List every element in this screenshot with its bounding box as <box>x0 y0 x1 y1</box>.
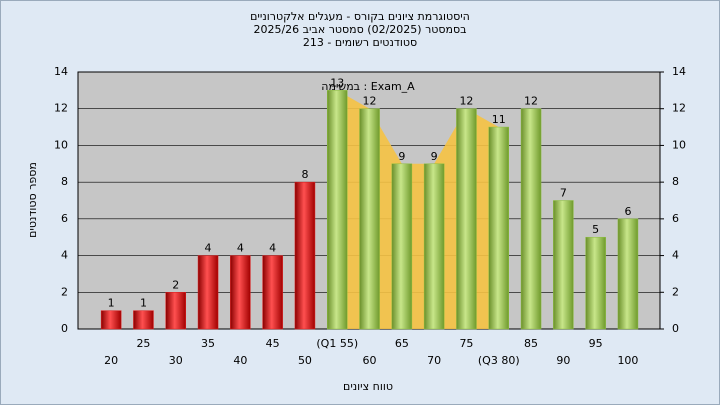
y-tick-label: 0 <box>61 322 68 335</box>
x-tick-label: 95 <box>589 337 603 350</box>
title-line: היסטוגרמת ציונים בקורס - מעגלים אלקטרוני… <box>250 10 470 23</box>
value-label: 9 <box>431 150 438 163</box>
y-axis-label: מספר סטודנטים <box>26 162 39 238</box>
x-tick-label: 85 <box>524 337 538 350</box>
annotation: במשימה : Exam_A <box>321 80 415 93</box>
title-line: סטודנטים רשומים - 213 <box>303 36 417 49</box>
x-tick-label: 45 <box>266 337 280 350</box>
bar <box>262 255 283 330</box>
y2-tick-label: 4 <box>672 249 679 262</box>
value-label: 4 <box>237 242 244 255</box>
y2-tick-label: 12 <box>672 102 686 115</box>
value-label: 11 <box>492 113 506 126</box>
value-label: 7 <box>560 187 567 200</box>
marks <box>100 90 639 330</box>
bar <box>327 90 348 330</box>
value-label: 4 <box>269 242 276 255</box>
y2-tick-label: 8 <box>672 175 679 188</box>
value-label: 4 <box>205 242 212 255</box>
bar <box>391 163 413 330</box>
bar <box>197 255 219 330</box>
y-tick-label: 2 <box>61 285 68 298</box>
y-tick-label: 6 <box>61 212 68 225</box>
value-label: 8 <box>301 168 308 181</box>
x-tick-label: 75 <box>459 337 473 350</box>
bar <box>423 163 445 330</box>
value-label: 12 <box>363 95 377 108</box>
y-tick-label: 10 <box>54 138 68 151</box>
x-tick-label: (Q1 55) <box>316 337 358 350</box>
value-label: 12 <box>524 95 538 108</box>
value-label: 2 <box>172 278 179 291</box>
bar <box>585 236 606 330</box>
x-tick-label: 30 <box>169 354 183 367</box>
x-tick-label: 70 <box>427 354 441 367</box>
value-label: 13 <box>330 76 344 89</box>
x-tick-label: 40 <box>233 354 247 367</box>
title-line: בסמסטר (02/2025) סמסטר אביב 2025/26 <box>253 23 466 36</box>
y2-tick-label: 14 <box>672 65 686 78</box>
bar <box>359 108 380 330</box>
x-tick-label: 100 <box>617 354 638 367</box>
bar <box>100 310 122 330</box>
bar <box>294 181 316 330</box>
x-tick-label: 90 <box>556 354 570 367</box>
bar <box>553 200 574 330</box>
x-axis-label: טווח ציונים <box>343 380 393 393</box>
y2-tick-label: 10 <box>672 138 686 151</box>
x-tick-label: 60 <box>363 354 377 367</box>
y-tick-label: 12 <box>54 102 68 115</box>
bar <box>133 310 154 330</box>
x-tick-label: 35 <box>201 337 215 350</box>
x-tick-label: 50 <box>298 354 312 367</box>
bar <box>230 255 251 330</box>
value-label: 1 <box>108 297 115 310</box>
y-tick-label: 4 <box>61 249 68 262</box>
value-label: 12 <box>459 95 473 108</box>
y2-tick-label: 0 <box>672 322 679 335</box>
bar <box>456 108 477 330</box>
value-label: 9 <box>398 150 405 163</box>
y2-tick-label: 2 <box>672 285 679 298</box>
x-tick-label: 25 <box>136 337 150 350</box>
value-label: 1 <box>140 297 147 310</box>
bar <box>165 292 186 330</box>
y2-tick-label: 6 <box>672 212 679 225</box>
value-label: 6 <box>624 205 631 218</box>
y-tick-label: 8 <box>61 175 68 188</box>
bar <box>488 126 509 330</box>
y-tick-label: 14 <box>54 65 68 78</box>
bar <box>617 218 639 330</box>
value-label: 5 <box>592 223 599 236</box>
bar <box>520 108 542 330</box>
x-tick-label: 20 <box>104 354 118 367</box>
x-tick-label: 65 <box>395 337 409 350</box>
x-tick-label: (Q3 80) <box>478 354 520 367</box>
